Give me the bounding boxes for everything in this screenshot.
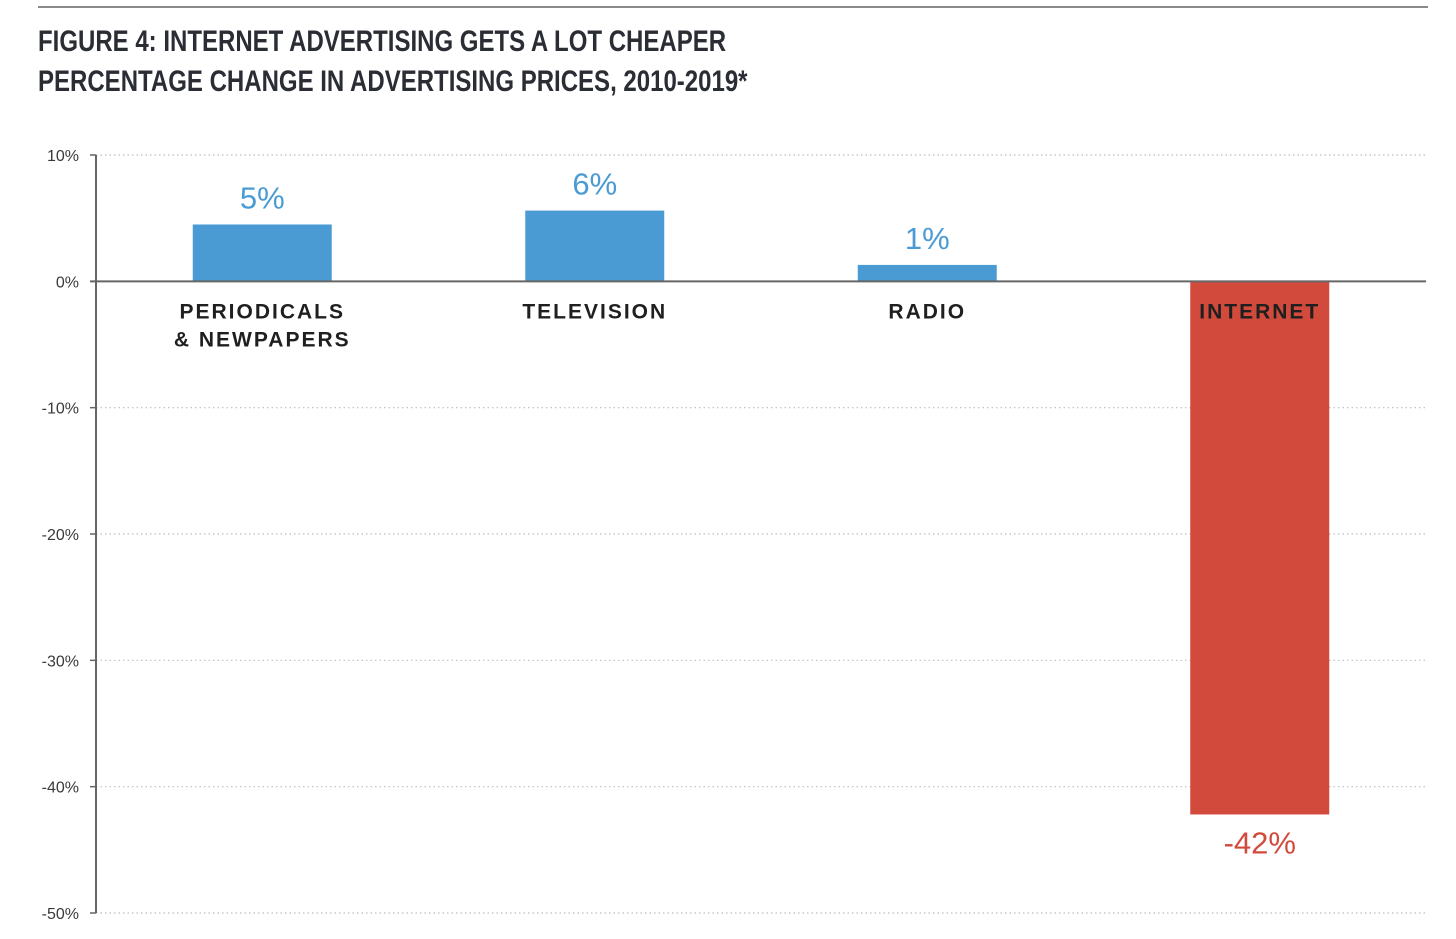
y-tick-label: -50% bbox=[42, 906, 79, 923]
y-tick-label: -40% bbox=[42, 780, 79, 797]
value-label: 6% bbox=[572, 167, 617, 202]
y-axis-ticks: 10% 0% -10% -20% -30% -40% -50% bbox=[42, 148, 96, 923]
category-label: PERIODICALS bbox=[179, 300, 345, 323]
category-label: RADIO bbox=[888, 300, 966, 323]
category-label: TELEVISION bbox=[522, 300, 667, 323]
value-label: -42% bbox=[1224, 825, 1296, 860]
bar bbox=[1190, 281, 1330, 815]
axes bbox=[90, 155, 1426, 913]
chart-subtitle: PERCENTAGE CHANGE IN ADVERTISING PRICES,… bbox=[38, 65, 748, 98]
chart-title: FIGURE 4: INTERNET ADVERTISING GETS A LO… bbox=[38, 25, 727, 58]
y-tick-label: 0% bbox=[56, 274, 79, 291]
category-label: & NEWPAPERS bbox=[174, 328, 351, 351]
y-tick-label: -10% bbox=[42, 401, 79, 418]
y-tick-label: -20% bbox=[42, 527, 79, 544]
bar bbox=[857, 264, 997, 282]
bars bbox=[192, 210, 1330, 815]
value-label: 5% bbox=[240, 180, 285, 215]
top-rule bbox=[38, 6, 1428, 8]
y-tick-label: 10% bbox=[47, 148, 79, 165]
bar bbox=[525, 210, 665, 282]
bar bbox=[192, 224, 332, 282]
labels: PERIODICALS & NEWPAPERS 5% TELEVISION 6% RADI… bbox=[174, 167, 1320, 861]
y-tick-label: -30% bbox=[42, 653, 79, 670]
category-label: INTERNET bbox=[1199, 300, 1320, 323]
chart-header: FIGURE 4: INTERNET ADVERTISING GETS A LO… bbox=[38, 22, 748, 102]
value-label: 1% bbox=[905, 221, 950, 256]
